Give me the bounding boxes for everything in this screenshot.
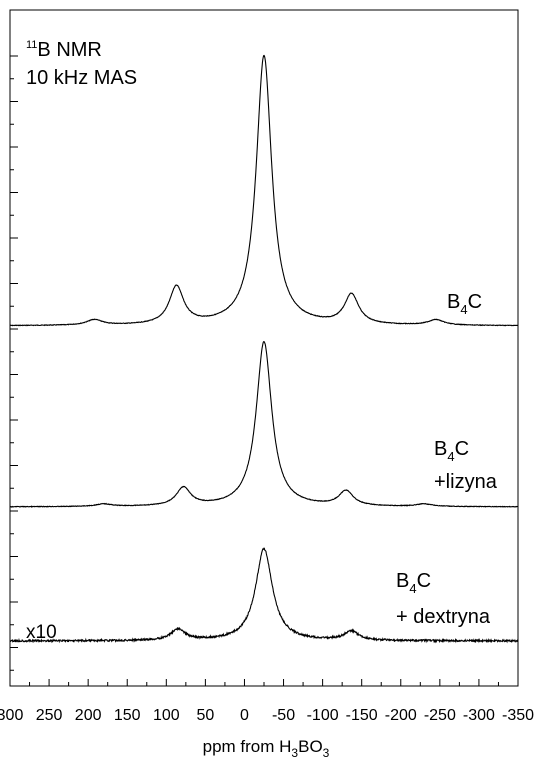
multiplier-label: x10 xyxy=(26,622,57,643)
x-tick-label: -200 xyxy=(385,707,417,724)
x-tick-label: -150 xyxy=(346,707,378,724)
spectrum-line-3 xyxy=(9,547,519,644)
x-tick-label: 250 xyxy=(36,707,63,724)
spectrum-line-2 xyxy=(9,340,519,508)
x-tick-label: 50 xyxy=(196,707,214,724)
x-tick-label: 100 xyxy=(153,707,180,724)
x-tick-label: 200 xyxy=(75,707,102,724)
x-tick-label: -50 xyxy=(272,707,295,724)
x-tick-label: -100 xyxy=(307,707,339,724)
nucleus-title: 11B NMR xyxy=(26,39,102,61)
x-tick-label: 300 xyxy=(0,707,23,724)
series-label: B4C xyxy=(396,570,431,596)
series-label-line2: +lizyna xyxy=(434,471,498,493)
x-tick-label: 150 xyxy=(114,707,141,724)
plot-frame xyxy=(9,9,519,687)
x-tick-label: -350 xyxy=(502,707,534,724)
series-label-line2: + dextryna xyxy=(396,606,491,628)
y-axis-ticks xyxy=(10,55,18,671)
x-tick-label: -250 xyxy=(424,707,456,724)
x-tick-label: 0 xyxy=(240,707,249,724)
series-label: B4C xyxy=(434,438,469,464)
series-layer: B4C B4C +lizyna B4C + dextryna x10 xyxy=(9,54,519,644)
mas-title: 10 kHz MAS xyxy=(26,67,137,89)
x-tick-label: -300 xyxy=(463,707,495,724)
x-axis-ticks: 300 250 200 150 100 50 0 -50 -100 -150 -200 -250 -30… xyxy=(0,679,534,724)
series-label: B4C xyxy=(447,291,482,317)
spectrum-line-1 xyxy=(9,54,519,327)
x-axis-label: ppm from H3BO3 xyxy=(203,737,330,760)
